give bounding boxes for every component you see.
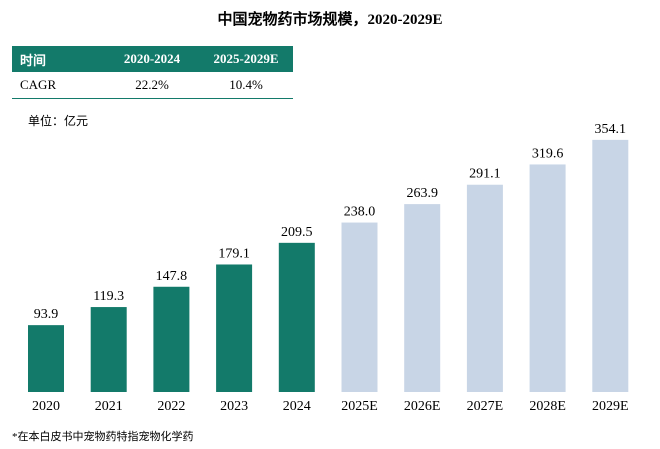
- table-cell: CAGR: [12, 72, 105, 99]
- bar: [278, 242, 315, 392]
- table-header: 2020-2024: [105, 46, 199, 72]
- value-label: 238.0: [344, 205, 376, 220]
- bar: [153, 286, 190, 392]
- bar: [28, 325, 64, 392]
- bar: [341, 222, 378, 392]
- table-header: 时间: [12, 46, 105, 72]
- footnote: *在本白皮书中宠物药特指宠物化学药: [12, 431, 194, 443]
- x-tick-label: 2025E: [341, 399, 378, 414]
- value-label: 263.9: [406, 186, 438, 201]
- table-header: 2025-2029E: [199, 46, 293, 72]
- table-cell: 22.2%: [105, 72, 199, 99]
- x-tick-label: 2022: [157, 399, 185, 414]
- x-tick-label: 2029E: [592, 399, 629, 414]
- value-label: 179.1: [218, 246, 250, 261]
- bar: [90, 307, 127, 392]
- x-tick-label: 2026E: [404, 399, 441, 414]
- bar: [592, 139, 629, 392]
- value-label: 93.9: [34, 307, 59, 322]
- value-label: 291.1: [469, 167, 501, 182]
- x-tick-label: 2028E: [529, 399, 566, 414]
- value-label: 319.6: [532, 146, 564, 161]
- unit-label: 单位：亿元: [28, 114, 89, 128]
- x-tick-label: 2024: [283, 399, 311, 414]
- value-label: 119.3: [93, 289, 124, 304]
- x-tick-label: 2027E: [467, 399, 504, 414]
- x-tick-label: 2020: [32, 399, 60, 414]
- x-tick-label: 2021: [95, 399, 123, 414]
- value-label: 147.8: [156, 269, 188, 284]
- bar: [216, 264, 253, 392]
- bar: [466, 184, 503, 392]
- table-cell: 10.4%: [199, 72, 293, 99]
- cagr-table: 时间 2020-2024 2025-2029E CAGR 22.2% 10.4%: [12, 46, 293, 99]
- value-label: 209.5: [281, 225, 313, 240]
- x-tick-label: 2023: [220, 399, 248, 414]
- bar: [404, 204, 441, 392]
- bar: [529, 164, 566, 392]
- chart-title: 中国宠物药市场规模，2020-2029E: [217, 12, 443, 28]
- value-label: 354.1: [595, 122, 627, 137]
